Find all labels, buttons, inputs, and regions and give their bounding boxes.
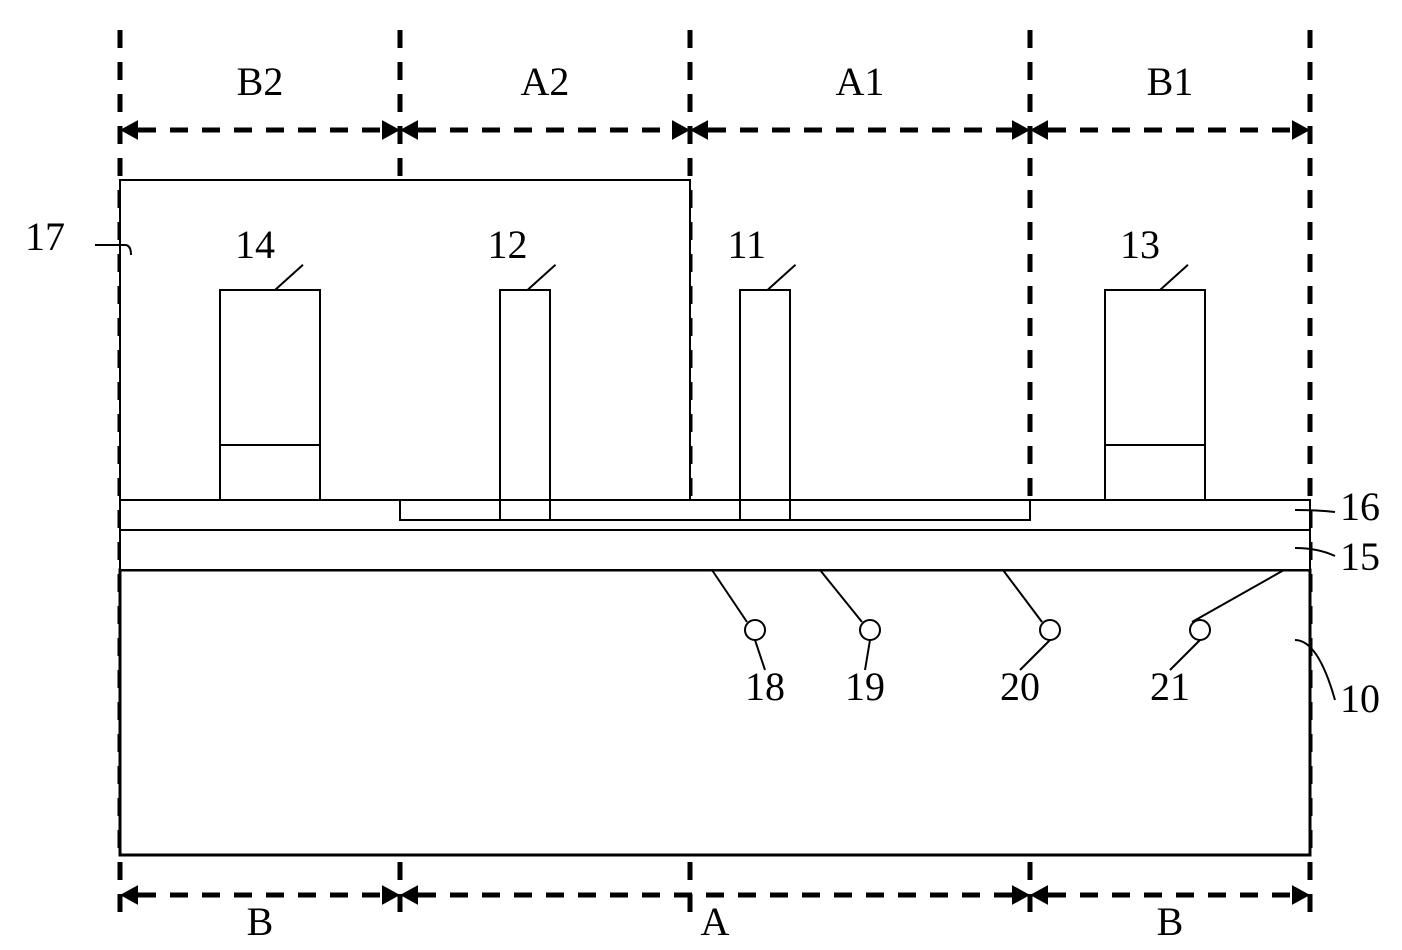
label-11: 11 bbox=[728, 222, 767, 267]
label-12: 12 bbox=[488, 222, 528, 267]
dim-label-B: B bbox=[1157, 899, 1184, 944]
gate-13-base bbox=[1105, 445, 1205, 500]
gate-13-body bbox=[1105, 290, 1205, 445]
technical-diagram: 11 12 13 14 B2 A2 A1 B1 B A B 18 19 20 21 17 16 15 10 bbox=[0, 0, 1402, 950]
label-14: 14 bbox=[235, 222, 275, 267]
dim-label-A2: A2 bbox=[521, 59, 570, 104]
layer-15 bbox=[120, 530, 1310, 570]
leader-13 bbox=[1160, 265, 1188, 290]
gate-14-body bbox=[220, 290, 320, 445]
recess-A bbox=[400, 500, 1030, 520]
layer-17 bbox=[120, 180, 690, 500]
label-16: 16 bbox=[1340, 484, 1380, 529]
dim-label-B: B bbox=[247, 899, 274, 944]
gate-11-base bbox=[740, 500, 790, 520]
label-21: 21 bbox=[1150, 664, 1190, 709]
label-18: 18 bbox=[745, 664, 785, 709]
leader-11 bbox=[768, 265, 796, 290]
dim-label-B1: B1 bbox=[1147, 59, 1194, 104]
label-13: 13 bbox=[1120, 222, 1160, 267]
label-15: 15 bbox=[1340, 534, 1380, 579]
label-19: 19 bbox=[845, 664, 885, 709]
label-20: 20 bbox=[1000, 664, 1040, 709]
dim-label-A1: A1 bbox=[836, 59, 885, 104]
label-17: 17 bbox=[25, 214, 65, 259]
label-10: 10 bbox=[1340, 676, 1380, 721]
dim-label-A: A bbox=[701, 899, 730, 944]
gate-12-body bbox=[500, 290, 550, 500]
substrate-10 bbox=[120, 570, 1310, 855]
dim-label-B2: B2 bbox=[237, 59, 284, 104]
gate-12-base bbox=[500, 500, 550, 520]
gate-11-body bbox=[740, 290, 790, 500]
gate-14-base bbox=[220, 445, 320, 500]
